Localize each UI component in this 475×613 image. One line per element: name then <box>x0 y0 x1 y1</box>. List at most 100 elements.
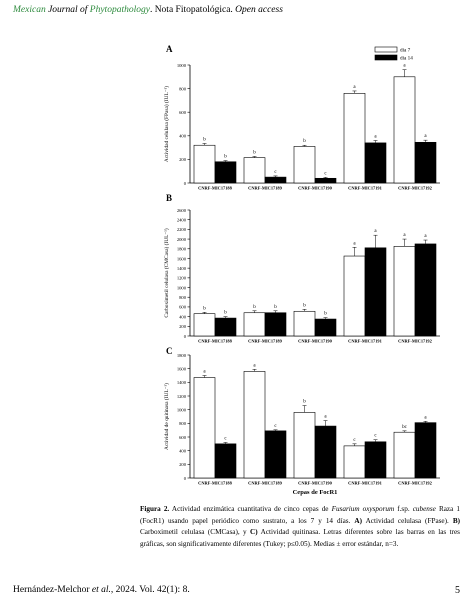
y-tick-label: 600 <box>179 110 187 115</box>
bar-day14 <box>214 443 237 479</box>
bar-day7 <box>393 431 416 479</box>
y-tick-label: 1200 <box>177 394 187 399</box>
y-tick-label: 200 <box>179 324 187 329</box>
bar-day7 <box>293 146 316 184</box>
y-tick-label: 800 <box>179 86 187 91</box>
y-tick-label: 1600 <box>177 366 187 371</box>
significance-letter: b <box>303 139 306 144</box>
bar-day7 <box>243 312 266 337</box>
y-tick-label: 200 <box>179 157 187 162</box>
y-tick-label: 400 <box>179 448 187 453</box>
panel-label-C: C <box>166 346 173 356</box>
x-tick-label: CNRF-MIC17188 <box>198 339 232 344</box>
bar-day14 <box>314 177 337 184</box>
significance-letter: b <box>274 305 277 310</box>
bar-day14 <box>364 441 387 479</box>
bar-day7 <box>193 144 216 184</box>
y-tick-label: 2000 <box>177 237 187 242</box>
journal-name-phytopathology: Phytopathology <box>89 5 150 15</box>
y-tick-label: 1400 <box>177 266 187 271</box>
section-label: . Nota Fitopatológica. <box>149 5 236 15</box>
y-tick-label: 200 <box>179 462 187 467</box>
x-tick-label: CNRF-MIC17190 <box>298 339 332 344</box>
x-tick-label: CNRF-MIC17191 <box>348 339 382 344</box>
significance-letter: a <box>424 134 427 139</box>
significance-letter: b <box>303 400 306 405</box>
y-tick-label: 1000 <box>177 285 187 290</box>
caption-b-label: B) <box>452 516 460 525</box>
bar-day14 <box>364 247 387 337</box>
y-tick-label: 1400 <box>177 380 187 385</box>
y-tick-label: 1800 <box>177 353 187 358</box>
y-tick-label: 600 <box>179 435 187 440</box>
significance-letter: b <box>203 306 206 311</box>
significance-letter: a <box>403 233 406 238</box>
bar-day14 <box>414 422 437 479</box>
footer-etal: et al. <box>91 585 111 595</box>
significance-letter: a <box>253 363 256 368</box>
bar-day14 <box>214 317 237 337</box>
y-tick-label: 600 <box>179 305 187 310</box>
bar-day7 <box>293 412 316 479</box>
y-tick-label: 1200 <box>177 276 187 281</box>
y-tick-label: 800 <box>179 421 187 426</box>
y-axis-label: Actividad celulasa (FPasa) (IUL⁻¹) <box>163 86 170 162</box>
significance-letter: c <box>324 171 327 176</box>
significance-letter: c <box>274 424 277 429</box>
figure-charts: A 0 200 400 600 800 1000 Actividad celulasa (FP… <box>163 44 440 496</box>
significance-letter: b <box>203 137 206 142</box>
significance-letter: a <box>374 135 377 140</box>
x-tick-label: CNRF-MIC17191 <box>348 186 382 191</box>
caption-a-label: A) <box>354 516 362 525</box>
y-tick-label: 1600 <box>177 256 187 261</box>
y-tick-label: 0 <box>184 334 187 339</box>
y-tick-label: 0 <box>184 181 187 186</box>
significance-letter: b <box>224 311 227 316</box>
legend-swatch-day7 <box>374 46 398 53</box>
bar-day14 <box>264 430 287 479</box>
significance-letter: a <box>424 234 427 239</box>
significance-letter: c <box>374 434 377 439</box>
y-tick-label: 1800 <box>177 247 187 252</box>
y-tick-label: 0 <box>184 476 187 481</box>
bar-day14 <box>214 161 237 184</box>
panel-label-B: B <box>166 193 172 203</box>
bar-day7 <box>243 157 266 184</box>
y-tick-label: 1000 <box>177 407 187 412</box>
legend-swatch-day14 <box>374 54 398 61</box>
x-tick-label: CNRF-MIC17192 <box>398 186 432 191</box>
bar-day7 <box>343 93 366 184</box>
y-tick-label: 400 <box>179 314 187 319</box>
significance-letter: b <box>224 155 227 160</box>
x-tick-label: CNRF-MIC17192 <box>398 481 432 486</box>
y-axis-label: Carboximetil celulasa (CMCasa) (IUL⁻¹) <box>163 228 170 318</box>
caption-a-text: Actividad celulasa (FPase). <box>361 516 453 525</box>
caption-b-text: Carboximetil celulasa (CMCasa), y <box>140 528 251 537</box>
bar-day7 <box>193 313 216 337</box>
caption-text-2: f.sp. <box>394 505 413 513</box>
caption-c-text: Actividad quitinasa. Letras diferentes s… <box>140 528 460 548</box>
significance-letter: bc <box>402 425 408 430</box>
journal-name-journal-of: Journal of <box>48 5 90 15</box>
x-tick-label: CNRF-MIC17189 <box>248 339 282 344</box>
bar-day14 <box>414 243 437 337</box>
bar-day7 <box>243 371 266 479</box>
significance-letter: a <box>353 85 356 90</box>
bar-day7 <box>343 255 366 337</box>
footer-citation: Hernández-Melchor et al., 2024. Vol. 42(… <box>13 585 190 595</box>
bar-day14 <box>314 318 337 337</box>
x-tick-label: CNRF-MIC17190 <box>298 186 332 191</box>
x-tick-label: CNRF-MIC17189 <box>248 481 282 486</box>
x-tick-label: CNRF-MIC17192 <box>398 339 432 344</box>
y-tick-label: 800 <box>179 295 187 300</box>
legend-label-day7: día 7 <box>400 48 411 54</box>
open-access-label: Open access <box>235 5 283 15</box>
significance-letter: b <box>253 150 256 155</box>
caption-c-label: C) <box>250 528 258 537</box>
significance-letter: a <box>203 370 206 375</box>
bar-day14 <box>264 312 287 337</box>
y-tick-label: 400 <box>179 134 187 139</box>
caption-text-3: Raza 1 (FocR1) usando papel periódico co… <box>140 505 460 525</box>
x-tick-label: CNRF-MIC17190 <box>298 481 332 486</box>
y-tick-label: 2200 <box>177 227 187 232</box>
